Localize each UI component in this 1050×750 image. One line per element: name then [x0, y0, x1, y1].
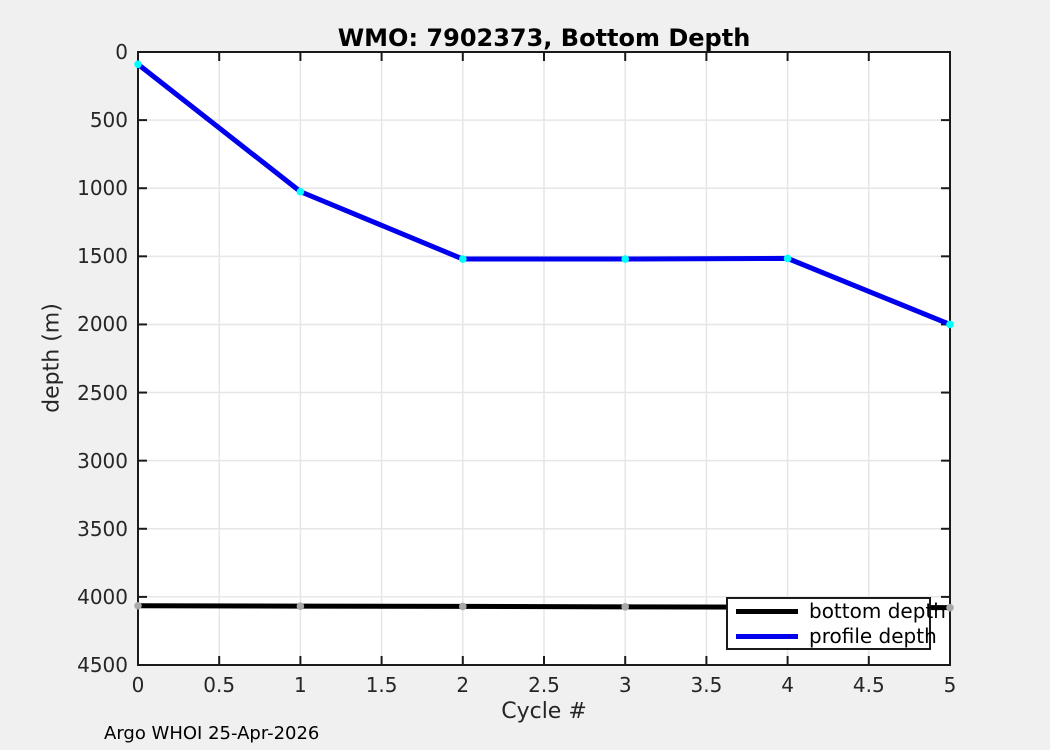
y-axis-label: depth (m)	[39, 303, 65, 413]
legend-swatch-profile-depth	[736, 633, 798, 639]
data-point-marker-bottom-depth	[134, 601, 142, 610]
data-point-marker-profile-depth	[459, 255, 467, 263]
y-tick-label: 1500	[77, 244, 128, 269]
x-tick-label: 3.5	[690, 673, 723, 697]
data-point-marker-bottom-depth	[296, 602, 305, 610]
data-point-marker-profile-depth	[134, 60, 142, 69]
data-point-marker-bottom-depth	[946, 603, 954, 612]
data-point-marker-profile-depth	[783, 254, 792, 263]
y-tick-label: 1000	[77, 176, 128, 201]
y-tick-label: 0	[115, 40, 128, 64]
x-tick-label: 4.5	[852, 673, 885, 697]
x-axis-label: Cycle #	[501, 699, 587, 724]
legend-item-bottom-depth: bottom depth	[736, 600, 946, 622]
x-tick-label: 2.5	[528, 673, 560, 697]
x-tick-label: 1.5	[365, 673, 398, 697]
x-tick-label: 3	[618, 673, 632, 697]
series-line-profile-depth	[136, 62, 951, 327]
x-tick-label: 0.5	[203, 673, 236, 697]
x-tick-label: 1	[294, 673, 307, 697]
legend-label-profile-depth: profile depth	[809, 623, 937, 648]
data-point-marker-bottom-depth	[621, 603, 629, 611]
y-tick-label: 3000	[77, 448, 128, 473]
y-tick-label: 2500	[77, 380, 128, 405]
data-point-marker-profile-depth	[621, 255, 629, 263]
chart-title: WMO: 7902373, Bottom Depth	[337, 24, 751, 52]
y-tick-label: 4500	[77, 653, 128, 677]
data-point-marker-bottom-depth	[459, 602, 467, 611]
y-tick-label: 2000	[77, 312, 128, 337]
legend-item-profile-depth: profile depth	[736, 625, 937, 647]
x-tick-label: 4	[781, 673, 794, 697]
legend-label-bottom-depth: bottom depth	[809, 598, 946, 623]
chart-canvas	[134, 51, 954, 666]
data-point-marker-profile-depth	[296, 187, 305, 196]
y-tick-label: 4000	[77, 584, 128, 609]
y-tick-label: 500	[89, 108, 128, 133]
watermark-text: Argo WHOI 25-Apr-2026	[104, 723, 320, 744]
y-tick-label: 3500	[77, 516, 128, 541]
legend-swatch-bottom-depth	[736, 608, 798, 614]
x-tick-label: 0	[131, 673, 145, 697]
plot-area: bottom depth profile depth 0 0.5 1 1.5 2 2.5 3 3…	[77, 40, 956, 697]
legend: bottom depth profile depth	[726, 597, 946, 650]
x-tick-label: 5	[943, 673, 957, 697]
data-point-marker-profile-depth	[946, 320, 954, 329]
x-tick-label: 2	[456, 673, 470, 697]
